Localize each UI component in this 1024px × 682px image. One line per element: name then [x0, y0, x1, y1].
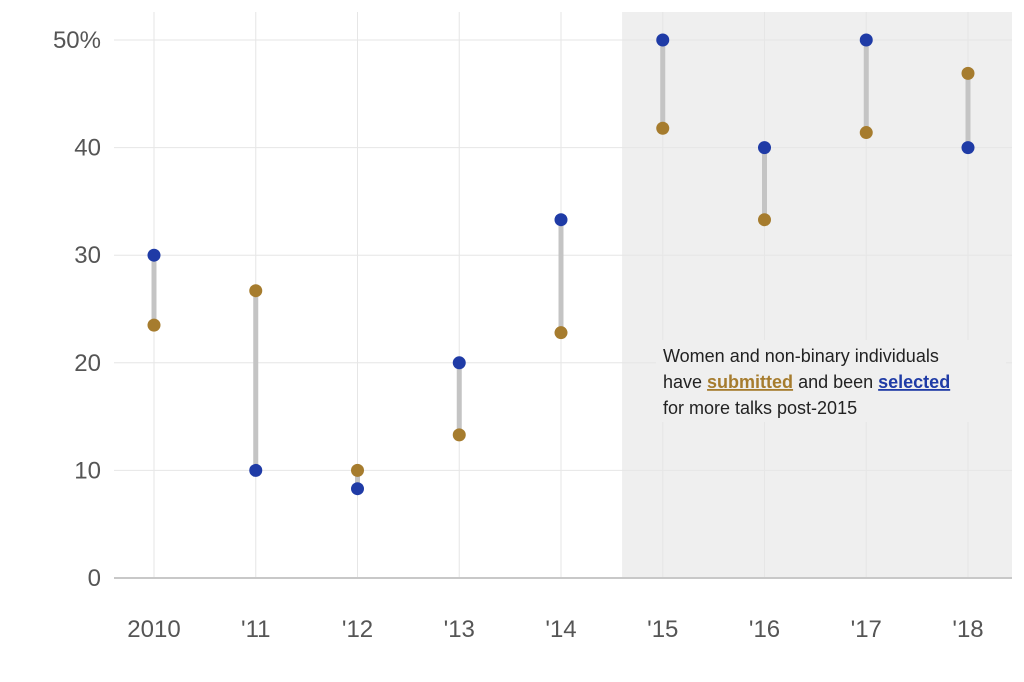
y-tick-label: 40 — [74, 135, 101, 162]
annotation-line-1: Women and non-binary individuals — [663, 346, 939, 366]
selected-point — [452, 356, 466, 370]
selected-point — [961, 141, 975, 155]
x-tick-label: '18 — [952, 616, 983, 643]
x-tick-label: '12 — [342, 616, 373, 643]
x-tick-label: '14 — [545, 616, 576, 643]
x-tick-label: '16 — [749, 616, 780, 643]
submitted-point — [758, 213, 771, 227]
x-tick-label: 2010 — [127, 616, 180, 643]
annotation-line-2-pre: have — [663, 372, 707, 392]
dumbbell-connectors — [151, 40, 971, 489]
submitted-point — [147, 318, 161, 332]
annotation-line-3: for more talks post-2015 — [663, 398, 857, 418]
submitted-point — [554, 326, 568, 340]
selected-point — [249, 463, 263, 477]
submitted-point — [656, 121, 670, 135]
y-tick-label: 10 — [74, 457, 101, 484]
y-tick-label: 20 — [74, 350, 101, 377]
x-tick-label: '13 — [444, 616, 475, 643]
selected-point — [758, 141, 771, 155]
selected-point — [656, 33, 670, 47]
selected-point — [554, 213, 568, 227]
submitted-point — [249, 284, 263, 298]
selected-point — [147, 248, 161, 262]
x-axis-tick-labels: 2010 '11 '12 '13 '14 '15 '16 '17 '18 — [127, 616, 983, 643]
submitted-point — [351, 463, 364, 477]
annotation: Women and non-binary individuals have su… — [663, 346, 950, 418]
submitted-point — [961, 66, 975, 80]
annotation-line-2-mid: and been — [793, 372, 878, 392]
x-tick-label: '11 — [241, 616, 271, 643]
submitted-point — [452, 428, 466, 442]
annotation-submitted-label: submitted — [707, 372, 793, 392]
selected-point — [351, 482, 364, 496]
x-tick-label: '15 — [647, 616, 678, 643]
selected-point — [859, 33, 873, 47]
annotation-background — [656, 340, 1006, 422]
x-tick-label: '17 — [851, 616, 882, 643]
annotation-line-2: have submitted and been selected — [663, 372, 950, 392]
y-tick-label: 30 — [74, 242, 101, 269]
y-axis-tick-labels: 0 10 20 30 40 50% — [53, 27, 101, 592]
post-2015-highlight-region — [622, 12, 1012, 578]
y-tick-label: 0 — [88, 565, 101, 592]
data-points — [147, 33, 975, 496]
y-tick-label: 50% — [53, 27, 101, 54]
submitted-point — [859, 126, 873, 140]
annotation-selected-label: selected — [878, 372, 950, 392]
